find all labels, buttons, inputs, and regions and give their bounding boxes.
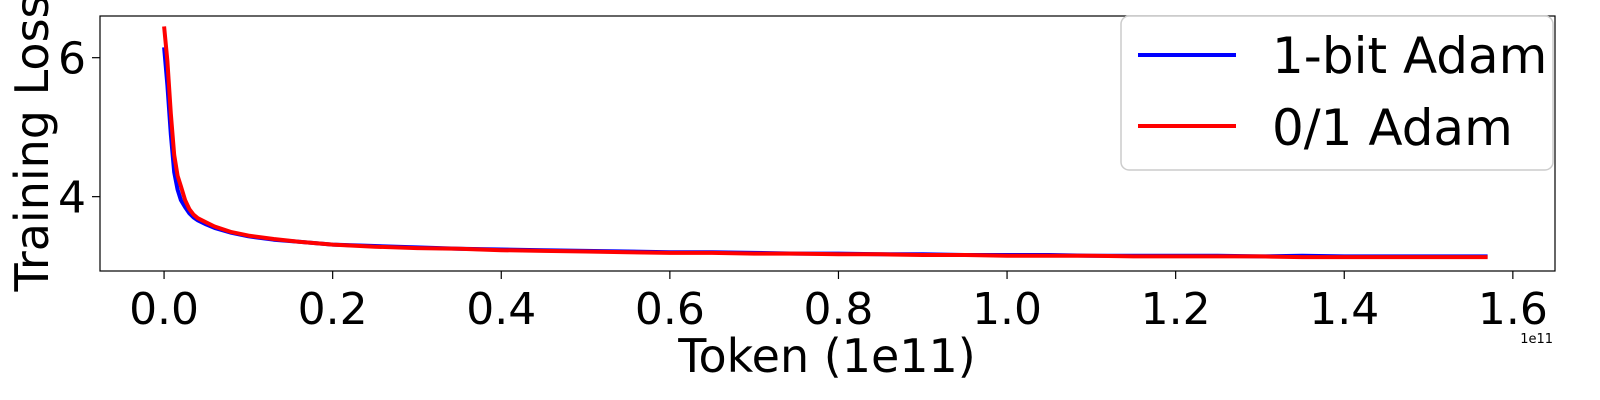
- legend-label-01-adam: 0/1 Adam: [1272, 99, 1513, 157]
- series-layer: [162, 26, 1488, 260]
- x-tick-label: 0.0: [129, 284, 199, 335]
- x-axis-label: Token (1e11): [677, 329, 976, 383]
- y-tick-label: 4: [58, 173, 86, 224]
- x-tick-label: 1.2: [1141, 284, 1211, 335]
- x-tick-label: 0.2: [298, 284, 368, 335]
- legend-label-1bit-adam: 1-bit Adam: [1272, 27, 1547, 85]
- x-tick-label: 0.6: [635, 284, 705, 335]
- x-tick-label: 0.4: [466, 284, 536, 335]
- x-tick-label: 1.0: [972, 284, 1042, 335]
- x-tick-label: 1.4: [1309, 284, 1379, 335]
- y-tick-label: 6: [58, 34, 86, 85]
- legend: 1-bit Adam 0/1 Adam: [1120, 15, 1554, 171]
- x-tick-label: 1.6: [1478, 284, 1548, 335]
- x-axis-ticks: 0.0 0.2 0.4 0.6 0.8 1.0 1.2 1.4 1.6: [129, 271, 1548, 335]
- y-axis-ticks: 46: [58, 34, 100, 224]
- x-axis-offset-label: 1e11: [1520, 332, 1553, 347]
- x-tick-label: 0.8: [803, 284, 873, 335]
- y-axis-label: Training Loss: [5, 0, 59, 293]
- series-line-1: [162, 26, 1488, 260]
